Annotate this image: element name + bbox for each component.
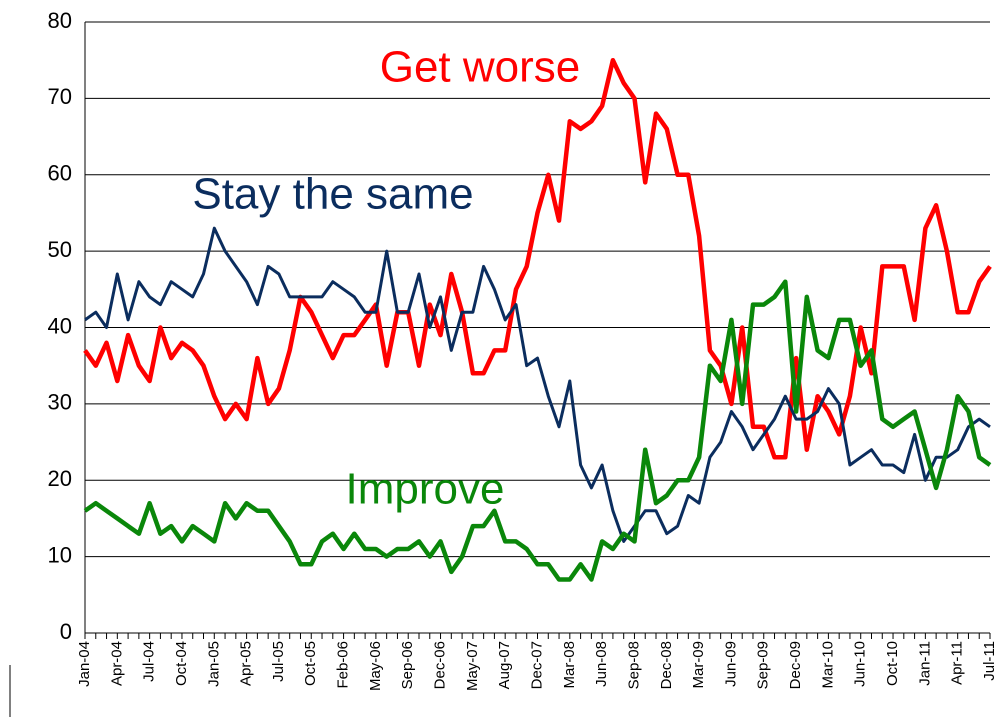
x-tick-label: Jan-05 [205,641,222,687]
x-tick-label: Jun-08 [593,641,610,687]
x-tick-label: May-07 [464,641,481,691]
series-line [83,57,992,460]
x-tick-label: Sep-09 [755,641,772,689]
x-tick-label: Jul-11 [981,641,998,681]
y-tick-label: 50 [48,237,72,262]
x-tick-label: Jun-10 [852,641,869,687]
x-tick-label: May-06 [367,641,384,691]
x-tick-label: Sep-06 [399,641,416,689]
x-tick-label: Jul-04 [141,641,158,682]
series-line [83,279,992,582]
x-tick-label: Dec-08 [658,641,675,689]
x-tick-label: Jul-05 [270,641,287,682]
x-tick-label: Jan-11 [916,641,933,686]
y-tick-label: 40 [48,313,72,338]
x-tick-label: Oct-10 [884,641,901,686]
x-tick-label: Sep-08 [625,641,642,689]
x-tick-label: Dec-09 [787,641,804,689]
series-label: Improve [346,465,505,514]
y-tick-label: 70 [48,84,72,109]
x-tick-label: Mar-08 [561,641,578,689]
x-tick-label: Dec-06 [432,641,449,689]
x-tick-label: Aug-07 [496,641,513,689]
x-tick-label: Oct-04 [173,641,190,686]
y-tick-label: 60 [48,161,72,186]
y-tick-label: 80 [48,8,72,33]
x-tick-label: Feb-06 [335,641,352,689]
x-tick-label: Jan-04 [76,641,93,687]
x-tick-label: Mar-10 [819,641,836,689]
y-tick-label: 20 [48,466,72,491]
x-tick-label: Jun-09 [722,641,739,687]
x-tick-label: Apr-04 [108,641,125,686]
x-tick-label: Dec-07 [528,641,545,689]
x-tick-label: Apr-11 [949,641,966,685]
y-tick-label: 0 [60,619,72,644]
x-tick-label: Apr-05 [238,641,255,686]
y-tick-label: 30 [48,390,72,415]
series-label: Get worse [380,43,581,92]
series-label: Stay the same [192,170,473,219]
x-tick-label: Oct-05 [302,641,319,686]
x-tick-label: Mar-09 [690,641,707,689]
y-tick-label: 10 [48,542,72,567]
series-line [84,226,991,543]
